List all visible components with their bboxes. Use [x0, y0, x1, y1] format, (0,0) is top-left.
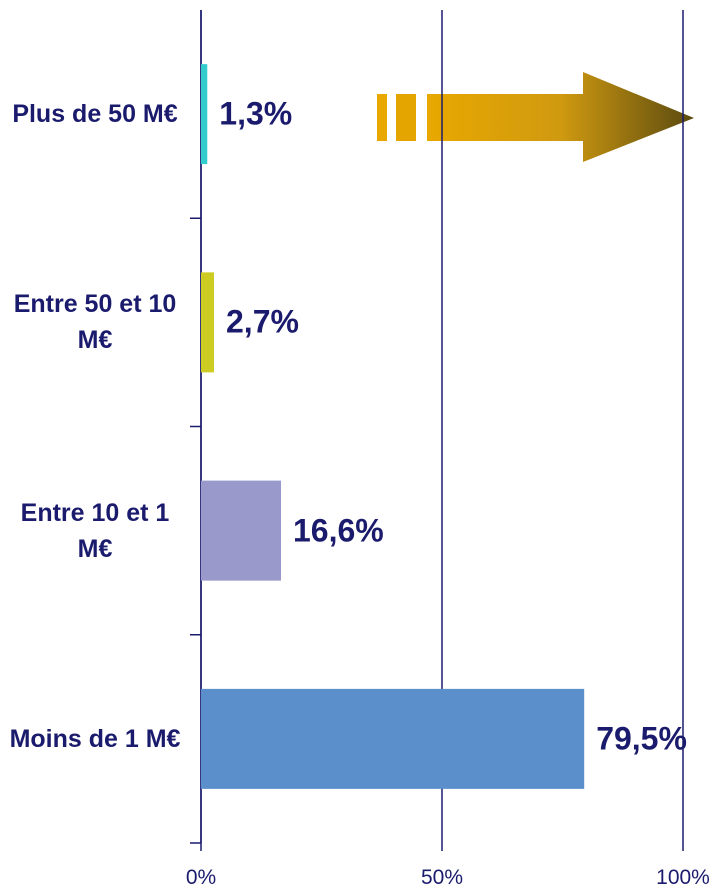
- value-label: 16,6%: [293, 512, 384, 549]
- x-tick-label: 0%: [185, 866, 217, 889]
- bar: [201, 480, 282, 581]
- arrow: [377, 72, 694, 162]
- y-tick-label: Moins de 1 M€: [9, 724, 181, 753]
- value-label: 2,7%: [226, 303, 299, 340]
- bar: [201, 272, 215, 373]
- x-tick-label: 100%: [656, 866, 710, 889]
- value-label: 79,5%: [596, 720, 687, 757]
- y-tick-label: Plus de 50 M€: [12, 100, 178, 129]
- x-tick-label: 50%: [420, 866, 464, 889]
- bar: [201, 688, 585, 789]
- y-tick-label: Entre 10 et 1 M€: [20, 498, 170, 563]
- y-tick-label: Entre 50 et 10 M€: [13, 290, 177, 355]
- value-label: 1,3%: [219, 95, 293, 132]
- bar: [201, 64, 208, 165]
